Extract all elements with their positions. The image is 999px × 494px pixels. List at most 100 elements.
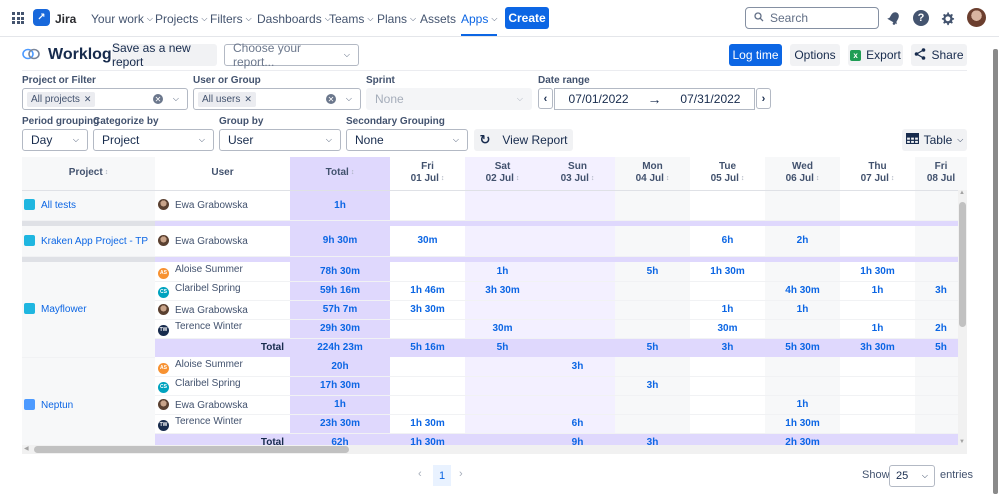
sort-icon[interactable]: ↕ (515, 175, 520, 183)
day-cell[interactable]: 1h (690, 300, 765, 320)
secondary-grouping-select[interactable]: None ⌵ (346, 129, 468, 151)
sort-icon[interactable]: ↕ (104, 169, 109, 177)
day-cell[interactable]: 3h (540, 357, 615, 377)
column-header-day[interactable]: Fri 08 Jul (915, 157, 967, 191)
project-link[interactable]: Mayflower (41, 304, 87, 316)
nav-item-apps[interactable]: Apps ⌵ (461, 12, 498, 36)
user-chip[interactable]: All users ✕ (198, 91, 256, 107)
sort-icon[interactable]: ↕ (590, 175, 595, 183)
day-cell[interactable]: 6h (690, 226, 765, 257)
scroll-down-icon[interactable]: ▼ (959, 439, 965, 445)
next-period-button[interactable]: › (756, 88, 771, 109)
scroll-left-icon[interactable]: ◀ (24, 446, 29, 452)
previous-period-button[interactable]: ‹ (538, 88, 553, 109)
nav-item-your-work[interactable]: Your work ⌵ (91, 12, 153, 26)
project-filter-select[interactable]: All projects ✕ ✕ ⌵ (22, 88, 188, 110)
day-cell[interactable]: 30m (465, 319, 540, 339)
view-report-button[interactable]: ↻ View Report (474, 129, 573, 151)
date-range-picker[interactable]: 07/01/2022 → 07/31/2022 (554, 88, 755, 110)
project-chip[interactable]: All projects ✕ (27, 91, 96, 107)
day-cell[interactable]: 1h (765, 395, 840, 415)
date-from-input[interactable]: 07/01/2022 (568, 92, 629, 106)
clear-icon[interactable]: ✕ (152, 94, 163, 104)
day-cell[interactable]: 3h (915, 281, 967, 301)
column-header-day[interactable]: Mon 04 Jul ↕ (615, 157, 690, 191)
day-cell[interactable]: 1h 30m (390, 414, 465, 434)
day-cell[interactable]: 3h 30m (465, 281, 540, 301)
previous-page-icon[interactable]: ‹ (418, 468, 422, 480)
day-cell[interactable]: 3h (615, 376, 690, 396)
column-header-day[interactable]: Sun 03 Jul ↕ (540, 157, 615, 191)
column-header-project[interactable]: Project ↕ (22, 157, 155, 191)
page-1-button[interactable]: 1 (433, 465, 451, 486)
create-button[interactable]: Create (505, 7, 549, 29)
project-cell[interactable]: Mayflower (22, 262, 155, 358)
user-filter-select[interactable]: All users ✕ ✕ ⌵ (193, 88, 361, 110)
remove-chip-icon[interactable]: ✕ (83, 93, 92, 104)
jira-logo-icon[interactable]: ↗ (33, 9, 50, 26)
sort-icon[interactable]: ↕ (350, 169, 355, 177)
app-switcher-icon[interactable] (12, 12, 24, 24)
day-cell[interactable]: 4h 30m (765, 281, 840, 301)
day-cell[interactable]: 1h (840, 319, 915, 339)
day-cell[interactable]: 1h (840, 281, 915, 301)
group-by-select[interactable]: User ⌵ (219, 129, 341, 151)
day-cell[interactable]: 1h 30m (765, 414, 840, 434)
column-header-day[interactable]: Sat 02 Jul ↕ (465, 157, 540, 191)
sort-icon[interactable]: ↕ (665, 175, 670, 183)
nav-item-plans[interactable]: Plans ⌵ (377, 12, 416, 26)
scrollbar-thumb[interactable] (993, 49, 998, 494)
user-avatar[interactable] (967, 8, 986, 27)
scroll-up-icon[interactable]: ▲ (959, 190, 965, 196)
total-cell[interactable]: 59h 16m (290, 281, 390, 301)
day-cell[interactable]: 1h (765, 300, 840, 320)
day-cell[interactable]: 1h 30m (840, 262, 915, 282)
project-link[interactable]: Neptun (41, 399, 74, 411)
total-cell[interactable]: 78h 30m (290, 262, 390, 282)
search-input[interactable]: Search (745, 7, 879, 29)
share-button[interactable]: Share (911, 44, 967, 66)
options-button[interactable]: Options (790, 44, 840, 66)
column-header-day[interactable]: Wed 06 Jul ↕ (765, 157, 840, 191)
table-horizontal-scrollbar[interactable]: ◀ (22, 445, 967, 454)
sort-icon[interactable]: ↕ (740, 175, 745, 183)
next-page-icon[interactable]: › (459, 468, 463, 480)
total-cell[interactable]: 20h (290, 357, 390, 377)
log-time-button[interactable]: Log time (729, 44, 782, 66)
day-cell[interactable]: 1h 46m (390, 281, 465, 301)
project-cell[interactable]: Kraken App Project - TP (22, 226, 155, 257)
nav-item-teams[interactable]: Teams ⌵ (329, 12, 373, 26)
nav-item-dashboards[interactable]: Dashboards ⌵ (257, 12, 331, 26)
day-cell[interactable]: 1h 30m (690, 262, 765, 282)
total-cell[interactable]: 17h 30m (290, 376, 390, 396)
total-cell[interactable]: 1h (290, 190, 390, 221)
notifications-icon[interactable] (886, 10, 902, 26)
column-header-day[interactable]: Fri 01 Jul ↕ (390, 157, 465, 191)
table-vertical-scrollbar[interactable]: ▲ ▼ (958, 190, 967, 445)
categorize-by-select[interactable]: Project ⌵ (93, 129, 214, 151)
date-to-input[interactable]: 07/31/2022 (680, 92, 741, 106)
total-cell[interactable]: 23h 30m (290, 414, 390, 434)
save-as-new-report-button[interactable]: Save as a new report (112, 41, 217, 69)
column-header-total[interactable]: Total ↕ (290, 157, 390, 191)
nav-item-filters[interactable]: Filters ⌵ (210, 12, 252, 26)
day-cell[interactable]: 2h (915, 319, 967, 339)
nav-item-projects[interactable]: Projects ⌵ (155, 12, 207, 26)
choose-report-select[interactable]: Choose your report... ⌵ (224, 41, 359, 69)
column-header-day[interactable]: Tue 05 Jul ↕ (690, 157, 765, 191)
total-cell[interactable]: 29h 30m (290, 319, 390, 339)
day-cell[interactable]: 30m (390, 226, 465, 257)
day-cell[interactable]: 6h (540, 414, 615, 434)
project-cell[interactable]: Neptun (22, 357, 155, 453)
day-cell[interactable]: 1h (465, 262, 540, 282)
total-cell[interactable]: 9h 30m (290, 226, 390, 257)
day-cell[interactable]: 2h (765, 226, 840, 257)
nav-item-assets[interactable]: Assets (420, 12, 456, 26)
sort-icon[interactable]: ↕ (890, 175, 895, 183)
day-cell[interactable]: 3h 30m (390, 300, 465, 320)
sort-icon[interactable]: ↕ (440, 175, 445, 183)
app-name[interactable]: Jira (55, 12, 77, 26)
clear-icon[interactable]: ✕ (325, 94, 336, 104)
sort-icon[interactable]: ↕ (815, 175, 820, 183)
total-cell[interactable]: 57h 7m (290, 300, 390, 320)
